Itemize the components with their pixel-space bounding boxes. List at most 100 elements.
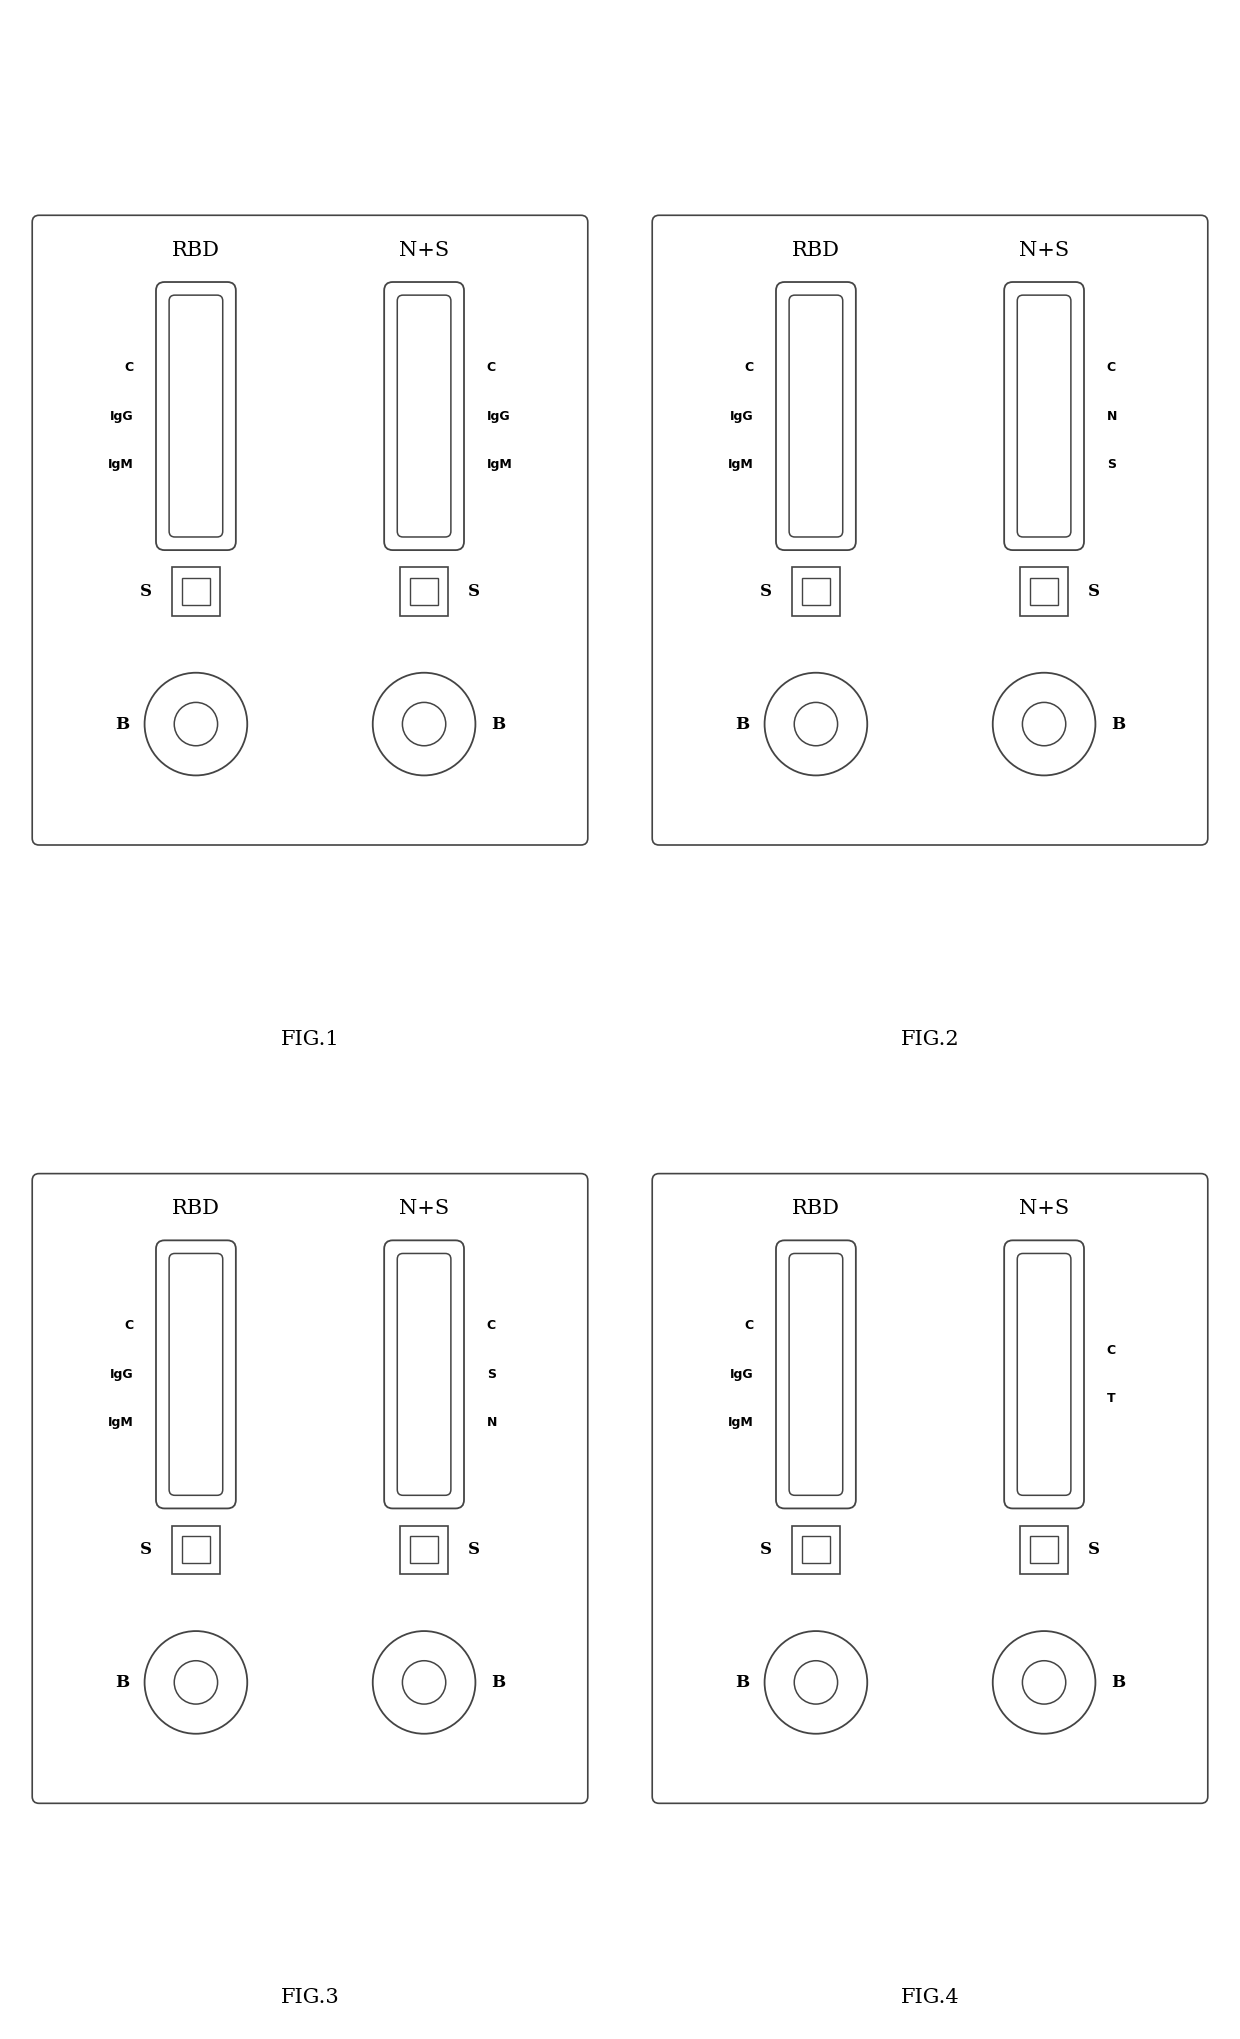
FancyBboxPatch shape <box>169 296 223 536</box>
Text: RBD: RBD <box>172 241 219 261</box>
Circle shape <box>373 673 475 775</box>
Circle shape <box>403 701 445 746</box>
Circle shape <box>1023 701 1065 746</box>
Circle shape <box>795 701 837 746</box>
FancyBboxPatch shape <box>1017 1254 1071 1495</box>
Text: RBD: RBD <box>792 1199 839 1219</box>
Text: C: C <box>124 1319 133 1331</box>
Circle shape <box>373 1631 475 1733</box>
Text: T: T <box>1107 1393 1116 1405</box>
Text: S: S <box>140 583 153 599</box>
Text: B: B <box>115 1674 129 1690</box>
FancyBboxPatch shape <box>652 1174 1208 1802</box>
FancyBboxPatch shape <box>156 281 236 551</box>
Text: N+S: N+S <box>1019 241 1069 261</box>
FancyBboxPatch shape <box>789 1254 843 1495</box>
Text: C: C <box>1107 361 1116 373</box>
Bar <box>182 577 210 606</box>
Text: C: C <box>744 361 753 373</box>
Circle shape <box>145 1631 247 1733</box>
Text: RBD: RBD <box>792 241 839 261</box>
FancyBboxPatch shape <box>1004 281 1084 551</box>
FancyBboxPatch shape <box>384 281 464 551</box>
Circle shape <box>993 1631 1095 1733</box>
Text: C: C <box>487 1319 496 1331</box>
Circle shape <box>145 673 247 775</box>
Bar <box>802 577 830 606</box>
FancyBboxPatch shape <box>776 281 856 551</box>
Bar <box>802 1535 830 1564</box>
Text: S: S <box>140 1541 153 1558</box>
FancyBboxPatch shape <box>776 1240 856 1509</box>
Circle shape <box>765 673 867 775</box>
Circle shape <box>795 1660 837 1705</box>
Bar <box>171 1525 221 1574</box>
Text: C: C <box>744 1319 753 1331</box>
Bar <box>182 1535 210 1564</box>
Text: B: B <box>115 716 129 732</box>
FancyBboxPatch shape <box>169 1254 223 1495</box>
FancyBboxPatch shape <box>397 296 451 536</box>
Text: IgG: IgG <box>729 1368 753 1380</box>
Text: B: B <box>735 716 749 732</box>
Text: RBD: RBD <box>172 1199 219 1219</box>
Circle shape <box>175 1660 217 1705</box>
Text: IgG: IgG <box>487 410 511 422</box>
Text: B: B <box>1111 716 1125 732</box>
Text: FIG.3: FIG.3 <box>280 1988 340 2006</box>
Text: FIG.4: FIG.4 <box>900 1988 960 2006</box>
Bar <box>410 1535 438 1564</box>
Text: S: S <box>760 1541 773 1558</box>
Text: B: B <box>491 716 505 732</box>
Text: S: S <box>1087 1541 1100 1558</box>
Text: IgM: IgM <box>728 459 753 471</box>
Circle shape <box>1023 1660 1065 1705</box>
Text: N+S: N+S <box>399 241 449 261</box>
FancyBboxPatch shape <box>789 296 843 536</box>
Bar <box>791 1525 841 1574</box>
Text: IgG: IgG <box>729 410 753 422</box>
Text: B: B <box>735 1674 749 1690</box>
Text: S: S <box>1087 583 1100 599</box>
Text: S: S <box>487 1368 496 1380</box>
Text: N+S: N+S <box>399 1199 449 1219</box>
Text: S: S <box>467 1541 480 1558</box>
Bar <box>791 567 841 616</box>
Text: C: C <box>487 361 496 373</box>
Text: S: S <box>467 583 480 599</box>
Bar <box>171 567 221 616</box>
Text: C: C <box>1107 1344 1116 1356</box>
Text: N: N <box>487 1417 497 1429</box>
Text: B: B <box>491 1674 505 1690</box>
Bar <box>1019 567 1069 616</box>
Bar <box>1019 1525 1069 1574</box>
Bar <box>410 577 438 606</box>
Circle shape <box>403 1660 445 1705</box>
FancyBboxPatch shape <box>397 1254 451 1495</box>
Text: IgM: IgM <box>108 1417 133 1429</box>
FancyBboxPatch shape <box>32 216 588 844</box>
Text: IgG: IgG <box>109 410 133 422</box>
Text: IgM: IgM <box>108 459 133 471</box>
Circle shape <box>765 1631 867 1733</box>
Text: B: B <box>1111 1674 1125 1690</box>
Text: IgM: IgM <box>487 459 512 471</box>
FancyBboxPatch shape <box>652 216 1208 844</box>
FancyBboxPatch shape <box>384 1240 464 1509</box>
Circle shape <box>993 673 1095 775</box>
FancyBboxPatch shape <box>32 1174 588 1802</box>
Bar <box>399 1525 449 1574</box>
Circle shape <box>175 701 217 746</box>
Bar <box>1030 577 1058 606</box>
FancyBboxPatch shape <box>1004 1240 1084 1509</box>
Bar <box>399 567 449 616</box>
Text: C: C <box>124 361 133 373</box>
FancyBboxPatch shape <box>1017 296 1071 536</box>
FancyBboxPatch shape <box>156 1240 236 1509</box>
Text: IgG: IgG <box>109 1368 133 1380</box>
Text: FIG.1: FIG.1 <box>280 1030 340 1048</box>
Text: S: S <box>1107 459 1116 471</box>
Text: IgM: IgM <box>728 1417 753 1429</box>
Text: N+S: N+S <box>1019 1199 1069 1219</box>
Text: N: N <box>1107 410 1117 422</box>
